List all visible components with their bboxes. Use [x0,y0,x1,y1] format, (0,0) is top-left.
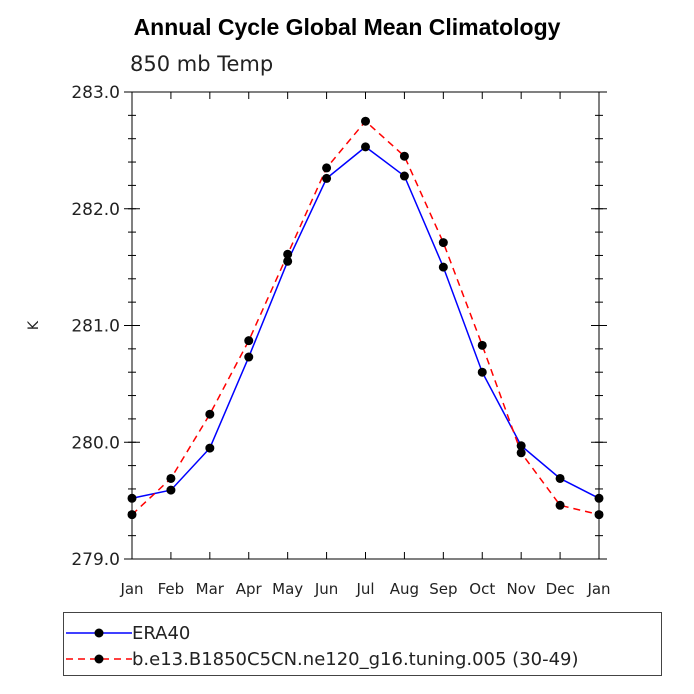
data-point-series-1 [516,441,526,451]
data-point-series-2 [127,510,137,520]
data-point-series-2 [516,448,526,458]
data-point-series-1 [594,493,604,503]
x-tick-label: Nov [507,580,536,598]
series-line-1 [131,145,600,500]
x-tick-label: Sep [429,580,457,598]
data-point-series-1 [555,473,565,483]
data-point-series-1 [361,142,370,152]
x-tick-label: Aug [390,580,419,598]
data-point-series-1 [127,493,137,503]
legend-marker-1 [66,628,132,638]
data-point-series-1 [283,256,293,266]
legend-entry-2: b.e13.B1850C5CN.ne120_g16.tuning.005 (30… [64,647,579,671]
x-tick-label: Jan [586,580,610,598]
chart-subtitle: 850 mb Temp [130,52,274,76]
data-point-series-1 [477,367,487,377]
data-point-series-2 [322,163,332,173]
axis-tick-labels: Jan Feb Mar Apr May Jun Jul Aug Sep Oct Nov Dec Jan 2… [71,83,610,598]
chart-title: Annual Cycle Global Mean Climatology [133,14,561,40]
series-layer [127,116,604,520]
y-tick-label: 283.0 [71,83,120,103]
data-point-series-2 [244,336,254,346]
x-tick-label: Jan [119,580,143,598]
y-tick-label: 281.0 [71,317,120,337]
x-tick-label: Mar [196,580,225,598]
data-point-series-1 [166,485,176,495]
data-point-series-1 [399,171,409,181]
data-point-series-2 [361,116,370,126]
x-tick-label: Oct [469,580,495,598]
x-tick-label: Dec [546,580,575,598]
legend-label-2: b.e13.B1850C5CN.ne120_g16.tuning.005 (30… [132,648,579,670]
data-point-series-2 [555,500,565,510]
data-point-series-2 [438,238,448,248]
data-point-series-1 [244,352,254,362]
y-tick-label: 280.0 [71,433,120,453]
data-point-series-2 [399,151,409,161]
data-point-series-2 [477,340,487,350]
legend-label-1: ERA40 [132,622,191,644]
data-point-series-1 [322,173,332,183]
y-tick-label: 282.0 [71,200,120,220]
data-point-series-1 [205,443,215,453]
legend-marker-2 [66,654,132,664]
data-point-series-2 [283,249,293,259]
x-tick-label: Apr [236,580,263,598]
data-point-series-2 [594,510,604,520]
y-tick-label: 279.0 [71,550,120,570]
data-point-series-2 [205,409,215,419]
x-tick-label: Jul [355,580,374,598]
legend: ERA40 b.e13.B1850C5CN.ne120_g16.tuning.0… [63,612,662,676]
y-axis-label: K [26,320,42,330]
legend-entry-1: ERA40 [64,621,190,645]
axis-ticks [124,91,607,560]
plot-frame [131,91,600,560]
x-tick-label: Feb [158,580,185,598]
x-tick-label: May [272,580,303,598]
x-tick-label: Jun [314,580,338,598]
data-point-series-1 [438,262,448,272]
data-point-series-2 [166,473,176,483]
